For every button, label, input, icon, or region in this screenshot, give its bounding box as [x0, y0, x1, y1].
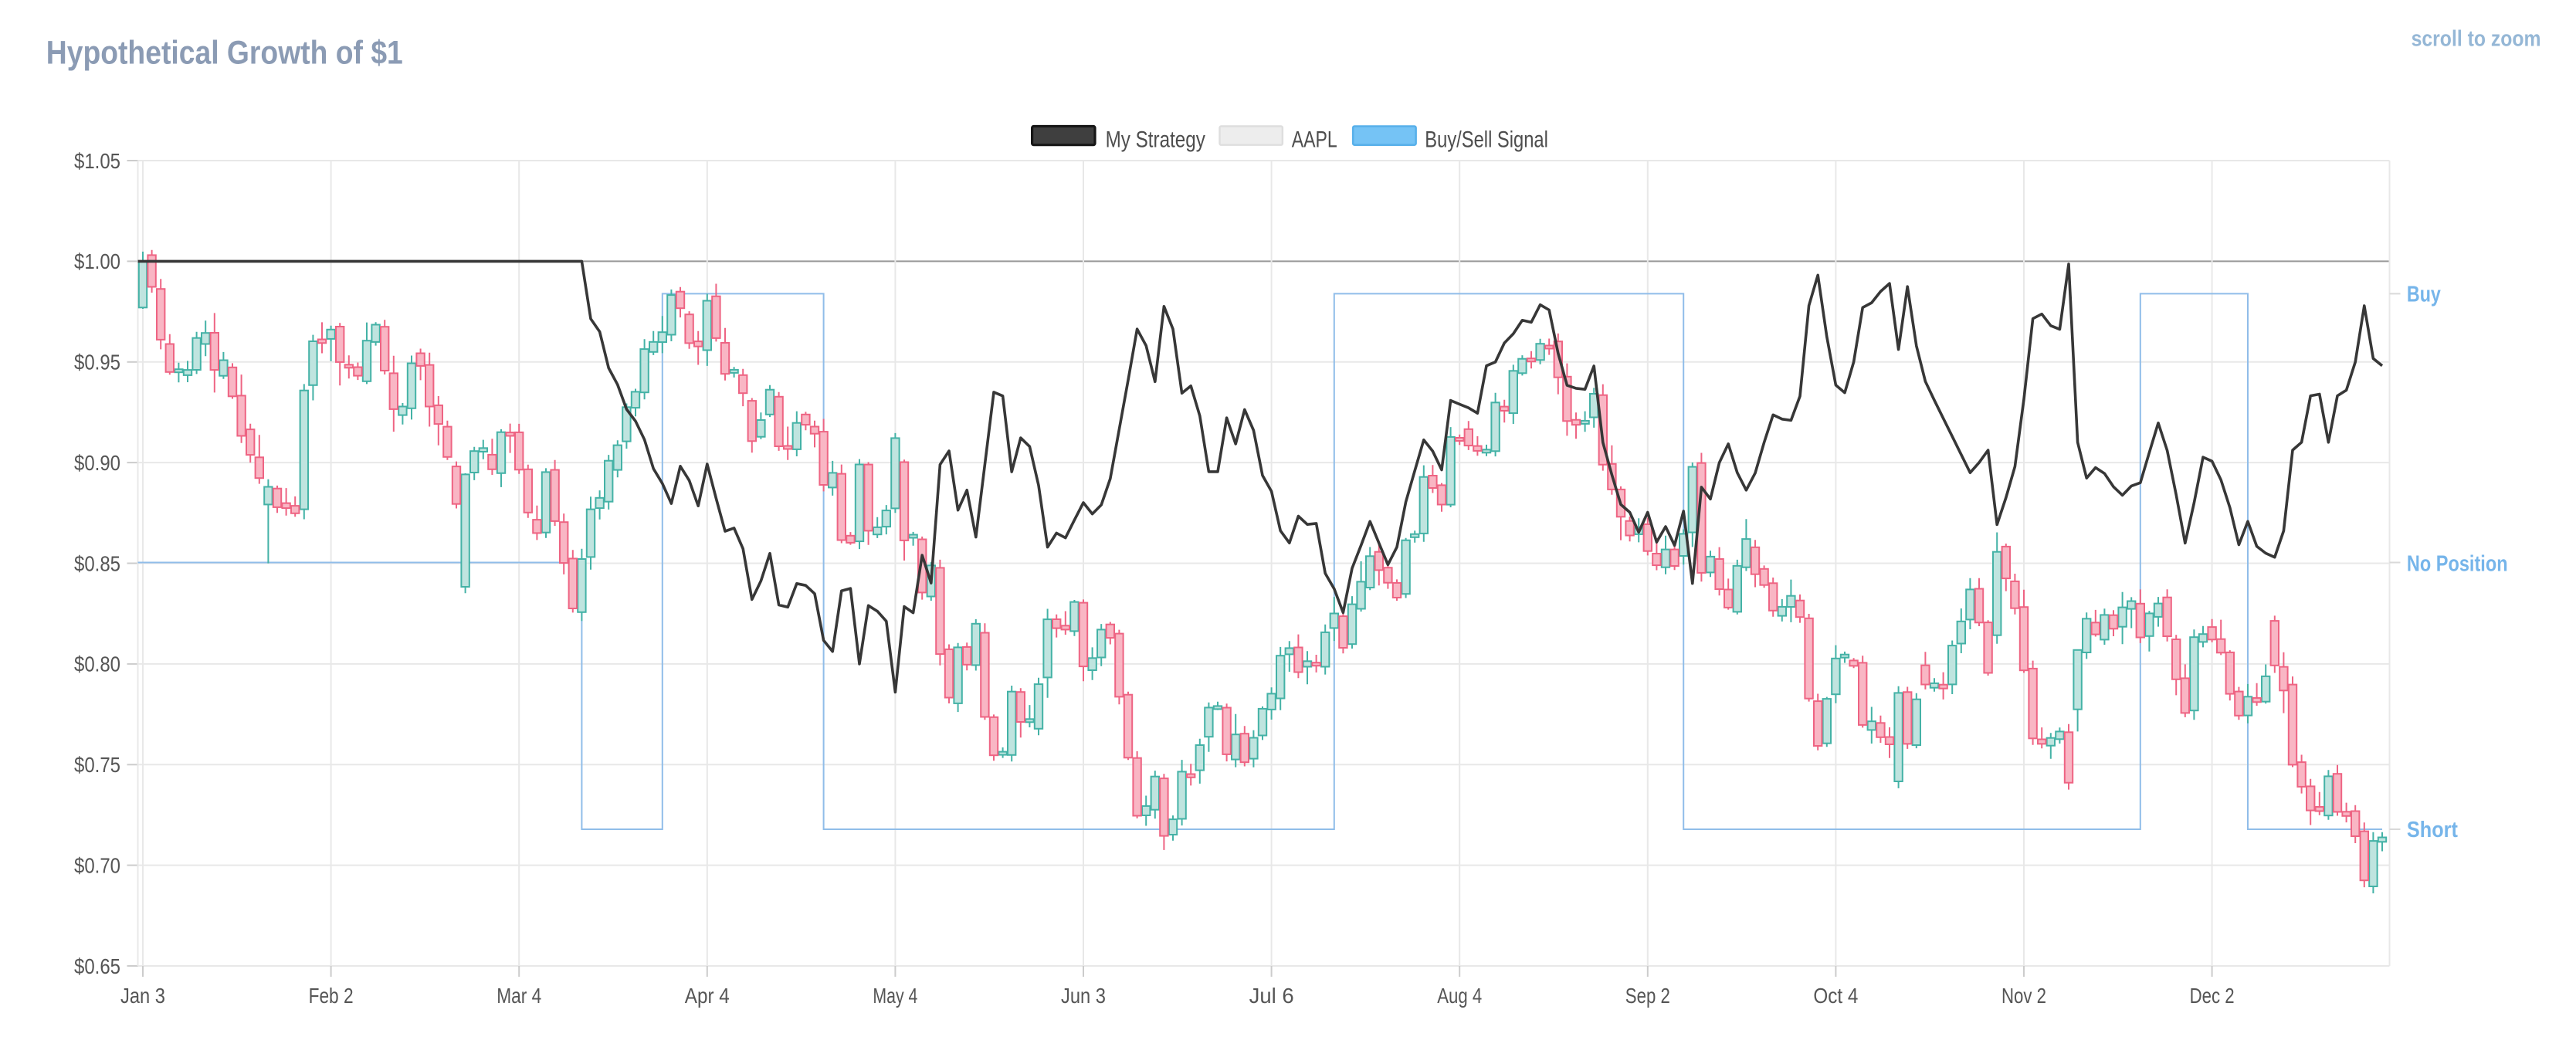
- svg-text:$0.85: $0.85: [74, 551, 120, 575]
- svg-text:Aug 4: Aug 4: [1437, 984, 1482, 1008]
- svg-text:Apr 4: Apr 4: [685, 984, 730, 1008]
- svg-text:Mar 4: Mar 4: [497, 984, 541, 1008]
- svg-text:Jan 3: Jan 3: [120, 984, 165, 1008]
- svg-text:scroll to zoom: scroll to zoom: [2412, 27, 2541, 52]
- svg-text:No Position: No Position: [2407, 552, 2508, 577]
- svg-text:$1.05: $1.05: [74, 149, 120, 173]
- svg-text:Jun 3: Jun 3: [1061, 984, 1106, 1008]
- svg-text:Short: Short: [2407, 818, 2458, 842]
- svg-text:My Strategy: My Strategy: [1106, 127, 1205, 152]
- svg-text:$0.80: $0.80: [74, 652, 120, 676]
- svg-text:May 4: May 4: [873, 984, 917, 1008]
- svg-text:Oct 4: Oct 4: [1813, 984, 1858, 1008]
- svg-text:$0.70: $0.70: [74, 853, 120, 877]
- svg-text:$0.75: $0.75: [74, 753, 120, 777]
- svg-text:Hypothetical Growth of $1: Hypothetical Growth of $1: [46, 34, 403, 71]
- svg-text:Sep 2: Sep 2: [1625, 984, 1670, 1008]
- svg-text:AAPL: AAPL: [1292, 127, 1337, 152]
- svg-text:$0.95: $0.95: [74, 351, 120, 374]
- svg-text:Nov 2: Nov 2: [2001, 984, 2046, 1008]
- svg-text:Jul 6: Jul 6: [1249, 984, 1294, 1008]
- svg-text:Dec 2: Dec 2: [2190, 984, 2235, 1008]
- svg-text:$1.00: $1.00: [74, 249, 120, 273]
- svg-text:$0.90: $0.90: [74, 451, 120, 475]
- svg-text:Buy: Buy: [2407, 282, 2441, 307]
- svg-text:Feb 2: Feb 2: [309, 984, 354, 1008]
- svg-text:$0.65: $0.65: [74, 954, 120, 978]
- svg-text:Buy/Sell Signal: Buy/Sell Signal: [1425, 127, 1548, 152]
